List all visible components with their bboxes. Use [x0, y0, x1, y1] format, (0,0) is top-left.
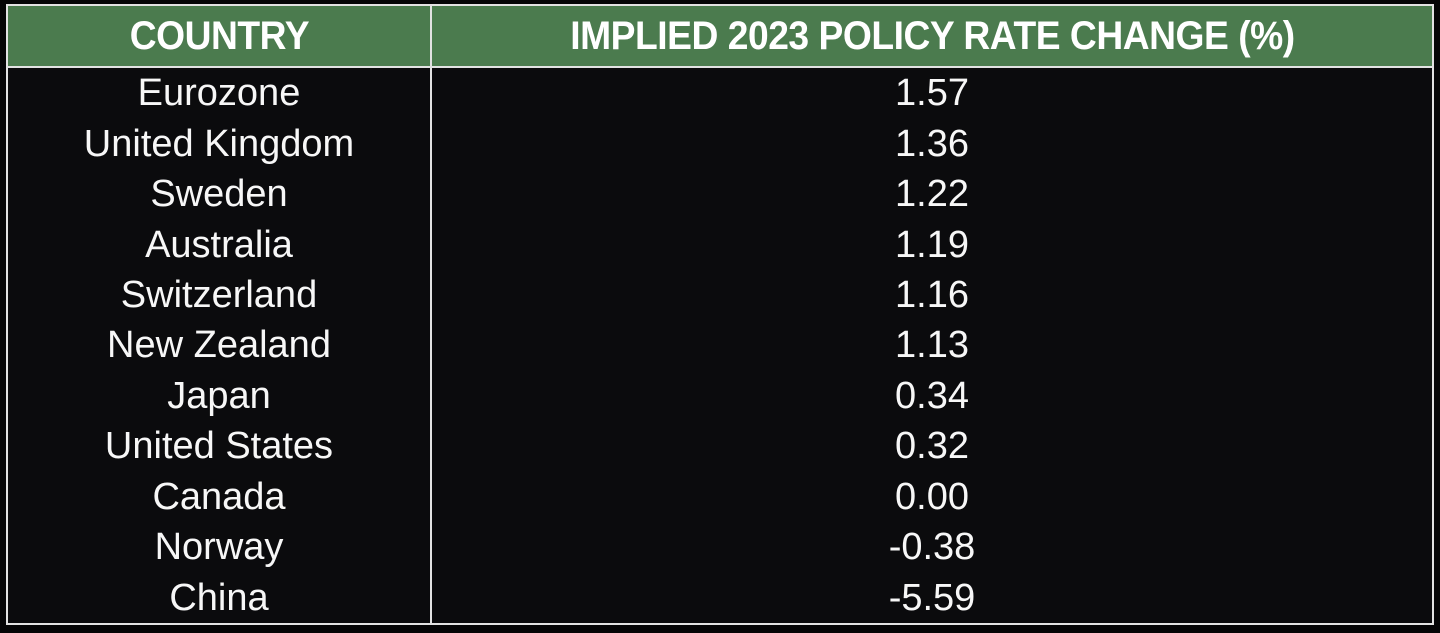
table-body: Eurozone 1.57 United Kingdom 1.36 Sweden… [8, 68, 1432, 623]
value-cell: 0.34 [895, 374, 969, 417]
country-cell: New Zealand [8, 320, 432, 371]
table-row: Australia 1.19 [8, 219, 1432, 270]
value-cell: -0.38 [888, 526, 976, 569]
column-header-country: COUNTRY [8, 6, 432, 66]
table-row: Norway -0.38 [8, 522, 1432, 573]
table-row: Japan 0.34 [8, 370, 1432, 422]
country-cell: Sweden [8, 168, 432, 220]
value-cell: 1.13 [895, 324, 969, 367]
value-cell: 0.32 [895, 425, 969, 468]
table-row: United Kingdom 1.36 [8, 118, 1432, 169]
column-header-rate-change: IMPLIED 2023 POLICY RATE CHANGE (%) [432, 6, 1432, 66]
country-cell: United Kingdom [8, 118, 432, 169]
table-header-row: COUNTRY IMPLIED 2023 POLICY RATE CHANGE … [8, 6, 1432, 68]
column-header-country-label: COUNTRY [129, 14, 309, 58]
value-cell: -5.59 [888, 576, 976, 619]
country-cell: Norway [8, 522, 432, 573]
value-cell: 0.00 [895, 475, 969, 518]
table-row: Canada 0.00 [8, 471, 1432, 523]
value-cell: 1.19 [895, 223, 969, 266]
value-cell: 1.36 [895, 122, 969, 165]
country-cell: Canada [8, 471, 432, 523]
policy-rate-table: COUNTRY IMPLIED 2023 POLICY RATE CHANGE … [6, 4, 1434, 625]
table-row: China -5.59 [8, 572, 1432, 623]
table-row: Eurozone 1.57 [8, 68, 1432, 119]
country-cell: Japan [8, 370, 432, 422]
country-cell: Switzerland [8, 269, 432, 321]
country-cell: Eurozone [8, 68, 432, 119]
table-row: Switzerland 1.16 [8, 269, 1432, 321]
country-cell: United States [8, 421, 432, 472]
table-row: New Zealand 1.13 [8, 320, 1432, 371]
value-cell: 1.22 [895, 173, 969, 216]
table-row: United States 0.32 [8, 421, 1432, 472]
value-cell: 1.57 [895, 72, 969, 115]
country-cell: China [8, 572, 432, 623]
column-header-rate-change-label: IMPLIED 2023 POLICY RATE CHANGE (%) [569, 14, 1295, 58]
value-cell: 1.16 [895, 274, 969, 317]
country-cell: Australia [8, 219, 432, 270]
table-row: Sweden 1.22 [8, 168, 1432, 220]
